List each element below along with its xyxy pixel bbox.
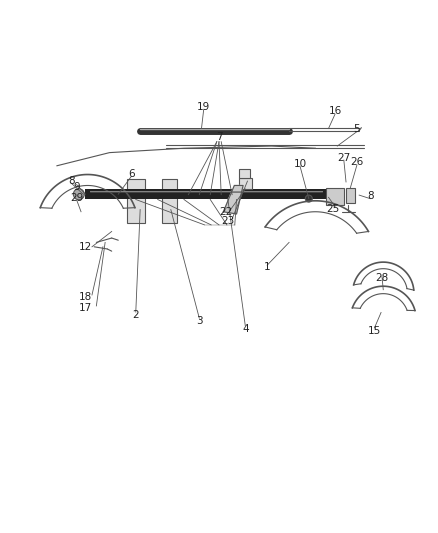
- FancyBboxPatch shape: [239, 178, 252, 189]
- Text: 27: 27: [337, 153, 350, 163]
- Ellipse shape: [74, 189, 84, 200]
- Text: 4: 4: [242, 324, 249, 334]
- Text: 6: 6: [128, 168, 135, 179]
- FancyBboxPatch shape: [162, 179, 177, 223]
- Text: 25: 25: [326, 204, 339, 214]
- Text: 19: 19: [197, 102, 210, 111]
- FancyBboxPatch shape: [326, 188, 344, 205]
- Text: 5: 5: [353, 124, 360, 134]
- Text: 7: 7: [215, 132, 223, 142]
- Circle shape: [305, 195, 312, 202]
- Text: 8: 8: [68, 176, 75, 186]
- FancyBboxPatch shape: [127, 179, 145, 223]
- FancyBboxPatch shape: [346, 188, 355, 203]
- Text: 26: 26: [350, 157, 364, 167]
- Text: 1: 1: [264, 262, 271, 272]
- Text: 29: 29: [70, 193, 83, 203]
- Text: 18: 18: [79, 292, 92, 302]
- FancyBboxPatch shape: [239, 169, 250, 177]
- Text: 23: 23: [221, 215, 234, 225]
- Text: 17: 17: [79, 303, 92, 313]
- FancyBboxPatch shape: [85, 189, 326, 199]
- Text: 2: 2: [132, 310, 139, 320]
- Text: 28: 28: [375, 273, 389, 284]
- Polygon shape: [223, 185, 243, 214]
- Text: 8: 8: [367, 191, 374, 201]
- Text: 10: 10: [293, 159, 307, 168]
- Text: 12: 12: [79, 242, 92, 252]
- Text: 9: 9: [73, 182, 80, 192]
- Text: 15: 15: [368, 326, 381, 336]
- Text: 16: 16: [328, 106, 342, 116]
- Text: 22: 22: [219, 207, 232, 217]
- Text: 3: 3: [196, 316, 203, 326]
